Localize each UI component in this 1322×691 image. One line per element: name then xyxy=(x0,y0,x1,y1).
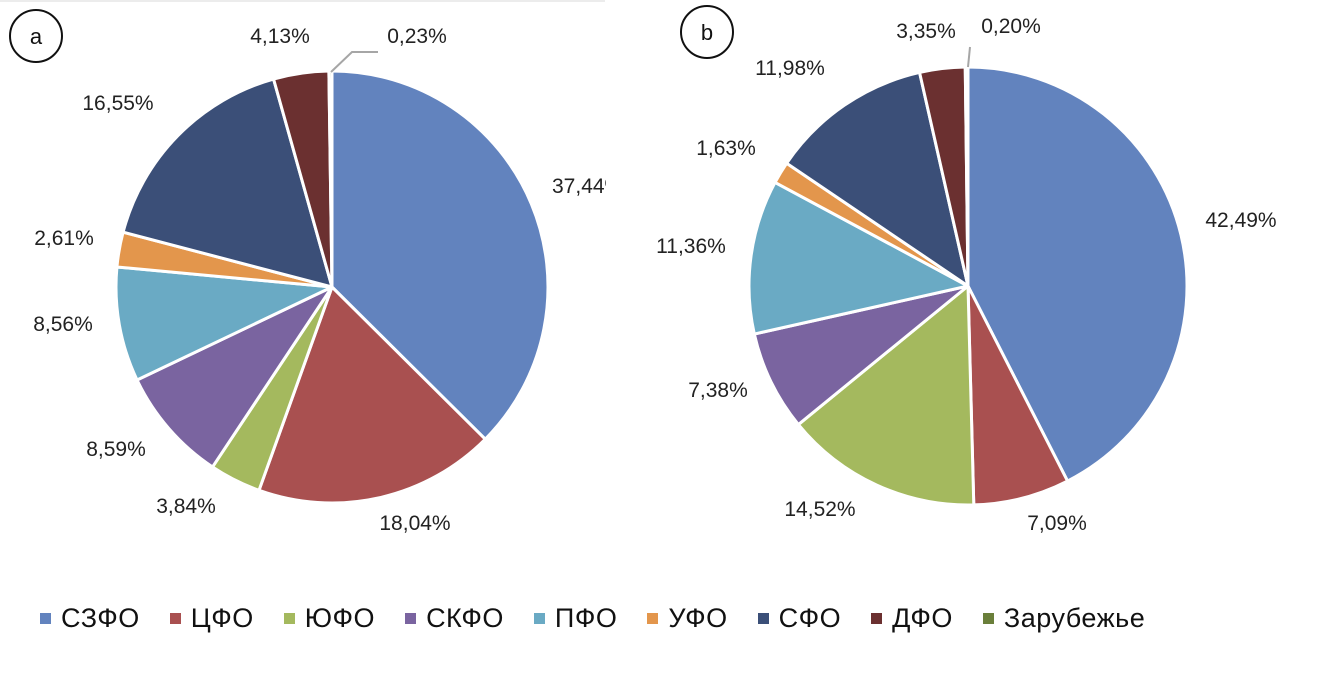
pie-b-leader-line xyxy=(967,46,971,68)
pie-b-label-4: 11,36% xyxy=(656,235,726,258)
pie-b-slice-2 xyxy=(796,284,976,507)
legend-label: СКФО xyxy=(426,602,504,633)
legend-swatch xyxy=(871,612,883,624)
legend-swatch xyxy=(283,612,295,624)
pie-a-slice-1 xyxy=(257,285,487,505)
pie-a-slice-0 xyxy=(330,69,550,441)
legend-label: Зарубежье xyxy=(1003,602,1146,633)
pie-b-slice-4 xyxy=(747,180,970,336)
legend-item: СКФО xyxy=(405,603,504,634)
pie-b-label-3: 7,38% xyxy=(688,379,748,402)
pie-b-slice-0 xyxy=(966,65,1189,483)
pie-b-slice-3 xyxy=(752,284,970,427)
chart-legend: СЗФО ЦФО ЮФО СКФО ПФО УФО СФО ДФО Зарубежье xyxy=(40,598,1300,638)
pie-chart-b: 42,49% 7,09% 14,52% 7,38% 11,36% 1,63% 11,98% 3… xyxy=(656,15,1276,535)
pie-a-label-4: 8,56% xyxy=(33,313,93,336)
legend-label: ЦФО xyxy=(190,602,254,633)
pie-b-label-0: 42,49% xyxy=(1205,209,1276,232)
legend-swatch xyxy=(982,612,994,624)
pie-b-label-2: 14,52% xyxy=(784,498,855,521)
pie-a-label-2: 3,84% xyxy=(156,495,216,518)
pie-chart-a: 37,44% 18,04% 3,84% 8,59% 8,56% 2,61% 16,55% 4,… xyxy=(33,25,623,535)
legend-swatch xyxy=(757,612,769,624)
pie-a-label-6: 16,55% xyxy=(82,92,153,115)
legend-swatch xyxy=(169,612,181,624)
legend-item: ПФО xyxy=(533,602,618,634)
legend-label: ДФО xyxy=(892,602,953,633)
pie-b-label-7: 3,35% xyxy=(896,20,956,43)
legend-item: Зарубежье xyxy=(982,602,1146,634)
legend-swatch xyxy=(533,612,545,624)
legend-label: ЮФО xyxy=(304,602,376,633)
legend-item: ДФО xyxy=(871,603,953,634)
legend-label: ПФО xyxy=(554,602,618,633)
legend-swatch xyxy=(647,612,659,624)
legend-swatch xyxy=(40,612,51,624)
pie-a-label-8: 0,23% xyxy=(387,25,447,48)
legend-item: СЗФО xyxy=(40,603,140,634)
pie-b-label-5: 1,63% xyxy=(696,137,756,160)
legend-item: ЦФО xyxy=(169,602,254,634)
legend-item: ЮФО xyxy=(283,602,376,634)
pie-b-slice-8 xyxy=(963,65,970,288)
legend-label: СЗФО xyxy=(61,602,140,633)
panel-b-letter: b xyxy=(701,20,713,45)
pie-a-label-3: 8,59% xyxy=(86,438,146,461)
pie-b-slice-6 xyxy=(785,70,970,288)
pie-a-slice-4 xyxy=(114,265,334,382)
pie-b-label-1: 7,09% xyxy=(1027,512,1087,535)
pie-a-label-7: 4,13% xyxy=(250,25,310,48)
pie-a-label-0: 37,44% xyxy=(552,175,623,198)
pie-b-label-6: 11,98% xyxy=(755,57,825,80)
pie-a-label-1: 18,04% xyxy=(379,512,450,535)
pie-b-label-8: 0,20% xyxy=(981,15,1041,38)
pie-a-slice-6 xyxy=(121,77,334,289)
pie-a-leader-line xyxy=(330,51,378,73)
legend-item: СФО xyxy=(757,602,842,634)
legend-swatch xyxy=(405,612,417,624)
panel-b-badge: b xyxy=(680,5,734,59)
panel-a-badge: a xyxy=(9,9,63,63)
legend-label: СФО xyxy=(778,602,842,633)
panel-a-letter: a xyxy=(30,24,43,49)
legend-item: УФО xyxy=(647,603,727,634)
legend-label: УФО xyxy=(668,602,728,633)
pie-a-label-5: 2,61% xyxy=(34,227,94,250)
pie-a-slice-3 xyxy=(135,285,334,469)
